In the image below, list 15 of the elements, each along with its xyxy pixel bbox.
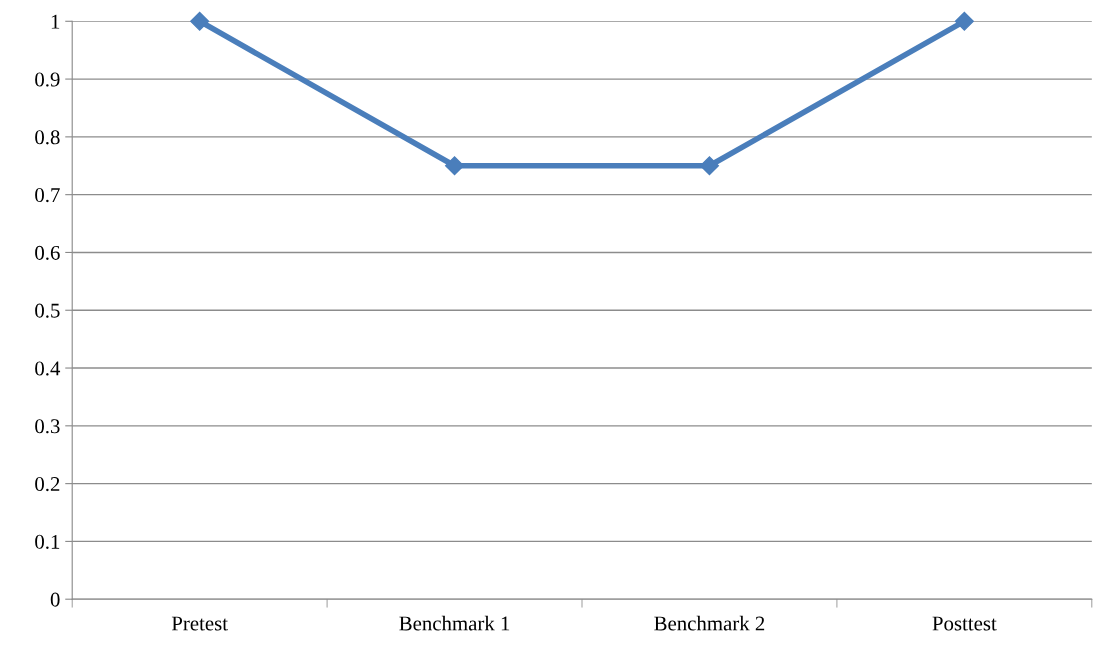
- y-tick-label: 0.7: [35, 188, 60, 203]
- y-tick-label: 0.8: [35, 130, 60, 145]
- x-tick-label: Benchmark 2: [654, 615, 765, 631]
- y-tick-label: 1: [51, 14, 60, 29]
- x-tick-label: Posttest: [932, 616, 997, 631]
- y-tick-label: 0.9: [35, 72, 60, 87]
- y-tick-label: 0: [50, 592, 60, 607]
- y-tick-label: 0.4: [35, 361, 61, 376]
- y-tick-label: 0.1: [35, 534, 60, 549]
- y-tick-label: 0.5: [35, 303, 60, 318]
- y-tick-label: 0.2: [35, 476, 60, 492]
- y-tick-label: 0.3: [35, 419, 60, 434]
- x-tick-label: Benchmark 1: [399, 615, 510, 631]
- x-tick-label: Pretest: [171, 616, 228, 631]
- y-tick-label: 0.6: [35, 245, 60, 260]
